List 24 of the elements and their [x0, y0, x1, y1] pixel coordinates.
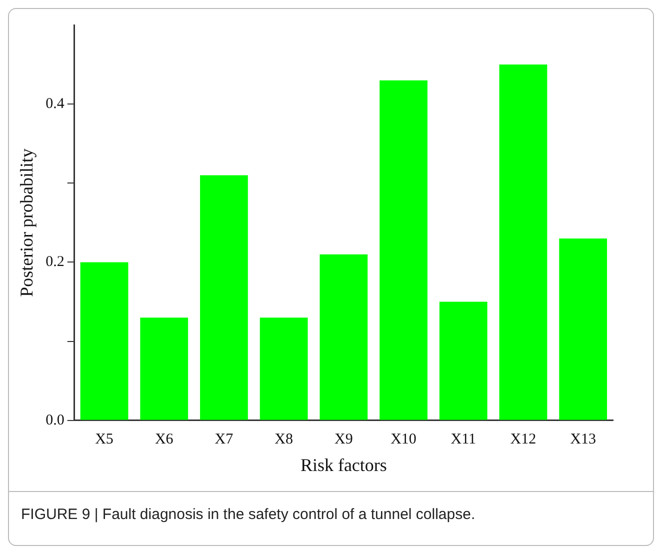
x-tick-label: X12	[510, 431, 536, 448]
x-tick-label: X5	[95, 431, 114, 448]
bar	[200, 175, 248, 420]
caption: FIGURE 9 | Fault diagnosis in the safety control of a tunnel collapse.	[21, 506, 476, 523]
bar	[260, 318, 308, 420]
x-tick-label: X11	[450, 431, 476, 448]
y-tick-label: 0.2	[46, 254, 64, 270]
bar	[380, 80, 428, 420]
y-tick-label: 0.0	[46, 412, 64, 428]
x-axis-title: Risk factors	[300, 454, 387, 475]
bar	[320, 254, 368, 420]
x-tick-label: X6	[154, 431, 174, 448]
bar	[559, 238, 608, 420]
y-axis-title: Posterior probability	[16, 148, 37, 297]
x-tick-label: X10	[390, 431, 416, 448]
bar	[140, 318, 188, 420]
bar	[80, 262, 128, 420]
x-tick-label: X8	[274, 431, 293, 448]
x-tick-label: X13	[570, 431, 596, 448]
bar	[439, 302, 488, 420]
y-tick-label: 0.4	[46, 96, 65, 112]
x-tick-label: X7	[214, 431, 234, 448]
bar	[499, 64, 548, 420]
x-tick-label: X9	[334, 431, 353, 448]
